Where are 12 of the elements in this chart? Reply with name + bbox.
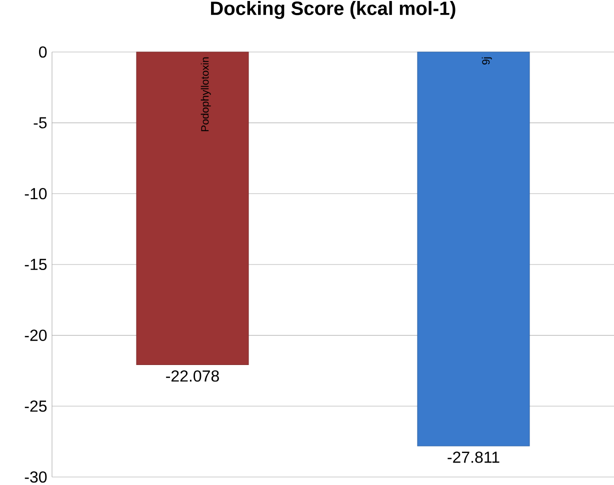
y-tick-label: -30: [24, 471, 47, 483]
data-label: -22.078: [166, 370, 219, 382]
y-tick-label: -25: [24, 400, 47, 412]
chart-title: Docking Score (kcal mol-1): [211, 1, 456, 19]
x-tick-label: 9j: [482, 57, 492, 64]
y-tick-label: -5: [34, 117, 47, 128]
data-label: -27.811: [448, 452, 500, 463]
y-tick-label: -10: [24, 188, 47, 200]
y-tick-label: -15: [24, 258, 47, 270]
x-tick-label: Podophyllotoxin: [200, 57, 211, 132]
y-tick-label: -20: [24, 330, 47, 341]
y-tick-label: 0: [39, 46, 47, 58]
